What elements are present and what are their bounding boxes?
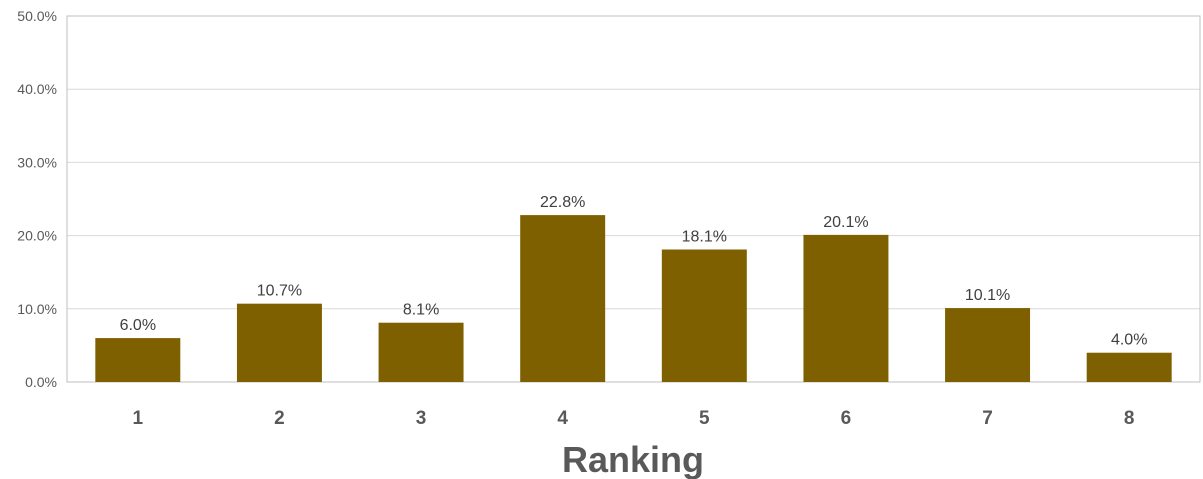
y-tick-label: 50.0% — [17, 8, 57, 24]
x-tick-label: 8 — [1124, 408, 1135, 429]
y-tick-label: 20.0% — [17, 228, 57, 244]
data-label: 10.1% — [965, 287, 1010, 304]
data-labels: 6.0% 10.7% 8.1% 22.8% 18.1% 20.1% 10.1% 4.0% — [120, 194, 1148, 349]
data-label: 6.0% — [120, 317, 156, 334]
bars — [95, 215, 1172, 382]
x-axis-title: Ranking — [562, 439, 704, 479]
bar — [1086, 352, 1172, 382]
x-tick-label: 1 — [133, 408, 144, 429]
x-tick-label: 5 — [699, 408, 710, 429]
y-axis-tick-labels: 0.0% 10.0% 20.0% 30.0% 40.0% 50.0% — [17, 8, 57, 390]
y-tick-label: 10.0% — [17, 301, 57, 317]
bar — [803, 234, 889, 382]
data-label: 20.1% — [823, 214, 868, 231]
bar — [95, 338, 181, 382]
data-label: 18.1% — [682, 229, 727, 246]
bar — [520, 215, 606, 382]
data-label: 4.0% — [1111, 332, 1147, 349]
data-label: 8.1% — [403, 302, 439, 319]
x-tick-label: 2 — [274, 408, 285, 429]
data-label: 22.8% — [540, 194, 585, 211]
gridlines — [67, 88, 1200, 310]
x-tick-label: 7 — [982, 408, 993, 429]
bar — [378, 322, 464, 382]
y-tick-label: 30.0% — [17, 154, 57, 170]
x-tick-label: 6 — [841, 408, 852, 429]
y-tick-label: 40.0% — [17, 81, 57, 97]
y-tick-label: 0.0% — [25, 374, 57, 390]
x-axis-tick-labels: 1 2 3 4 5 6 7 8 — [133, 408, 1135, 429]
bar — [236, 303, 322, 382]
x-tick-label: 4 — [557, 408, 568, 429]
bar — [945, 308, 1031, 382]
data-label: 10.7% — [257, 283, 302, 300]
x-tick-label: 3 — [416, 408, 427, 429]
bar — [661, 249, 747, 382]
plot-area-frame — [66, 15, 1201, 383]
